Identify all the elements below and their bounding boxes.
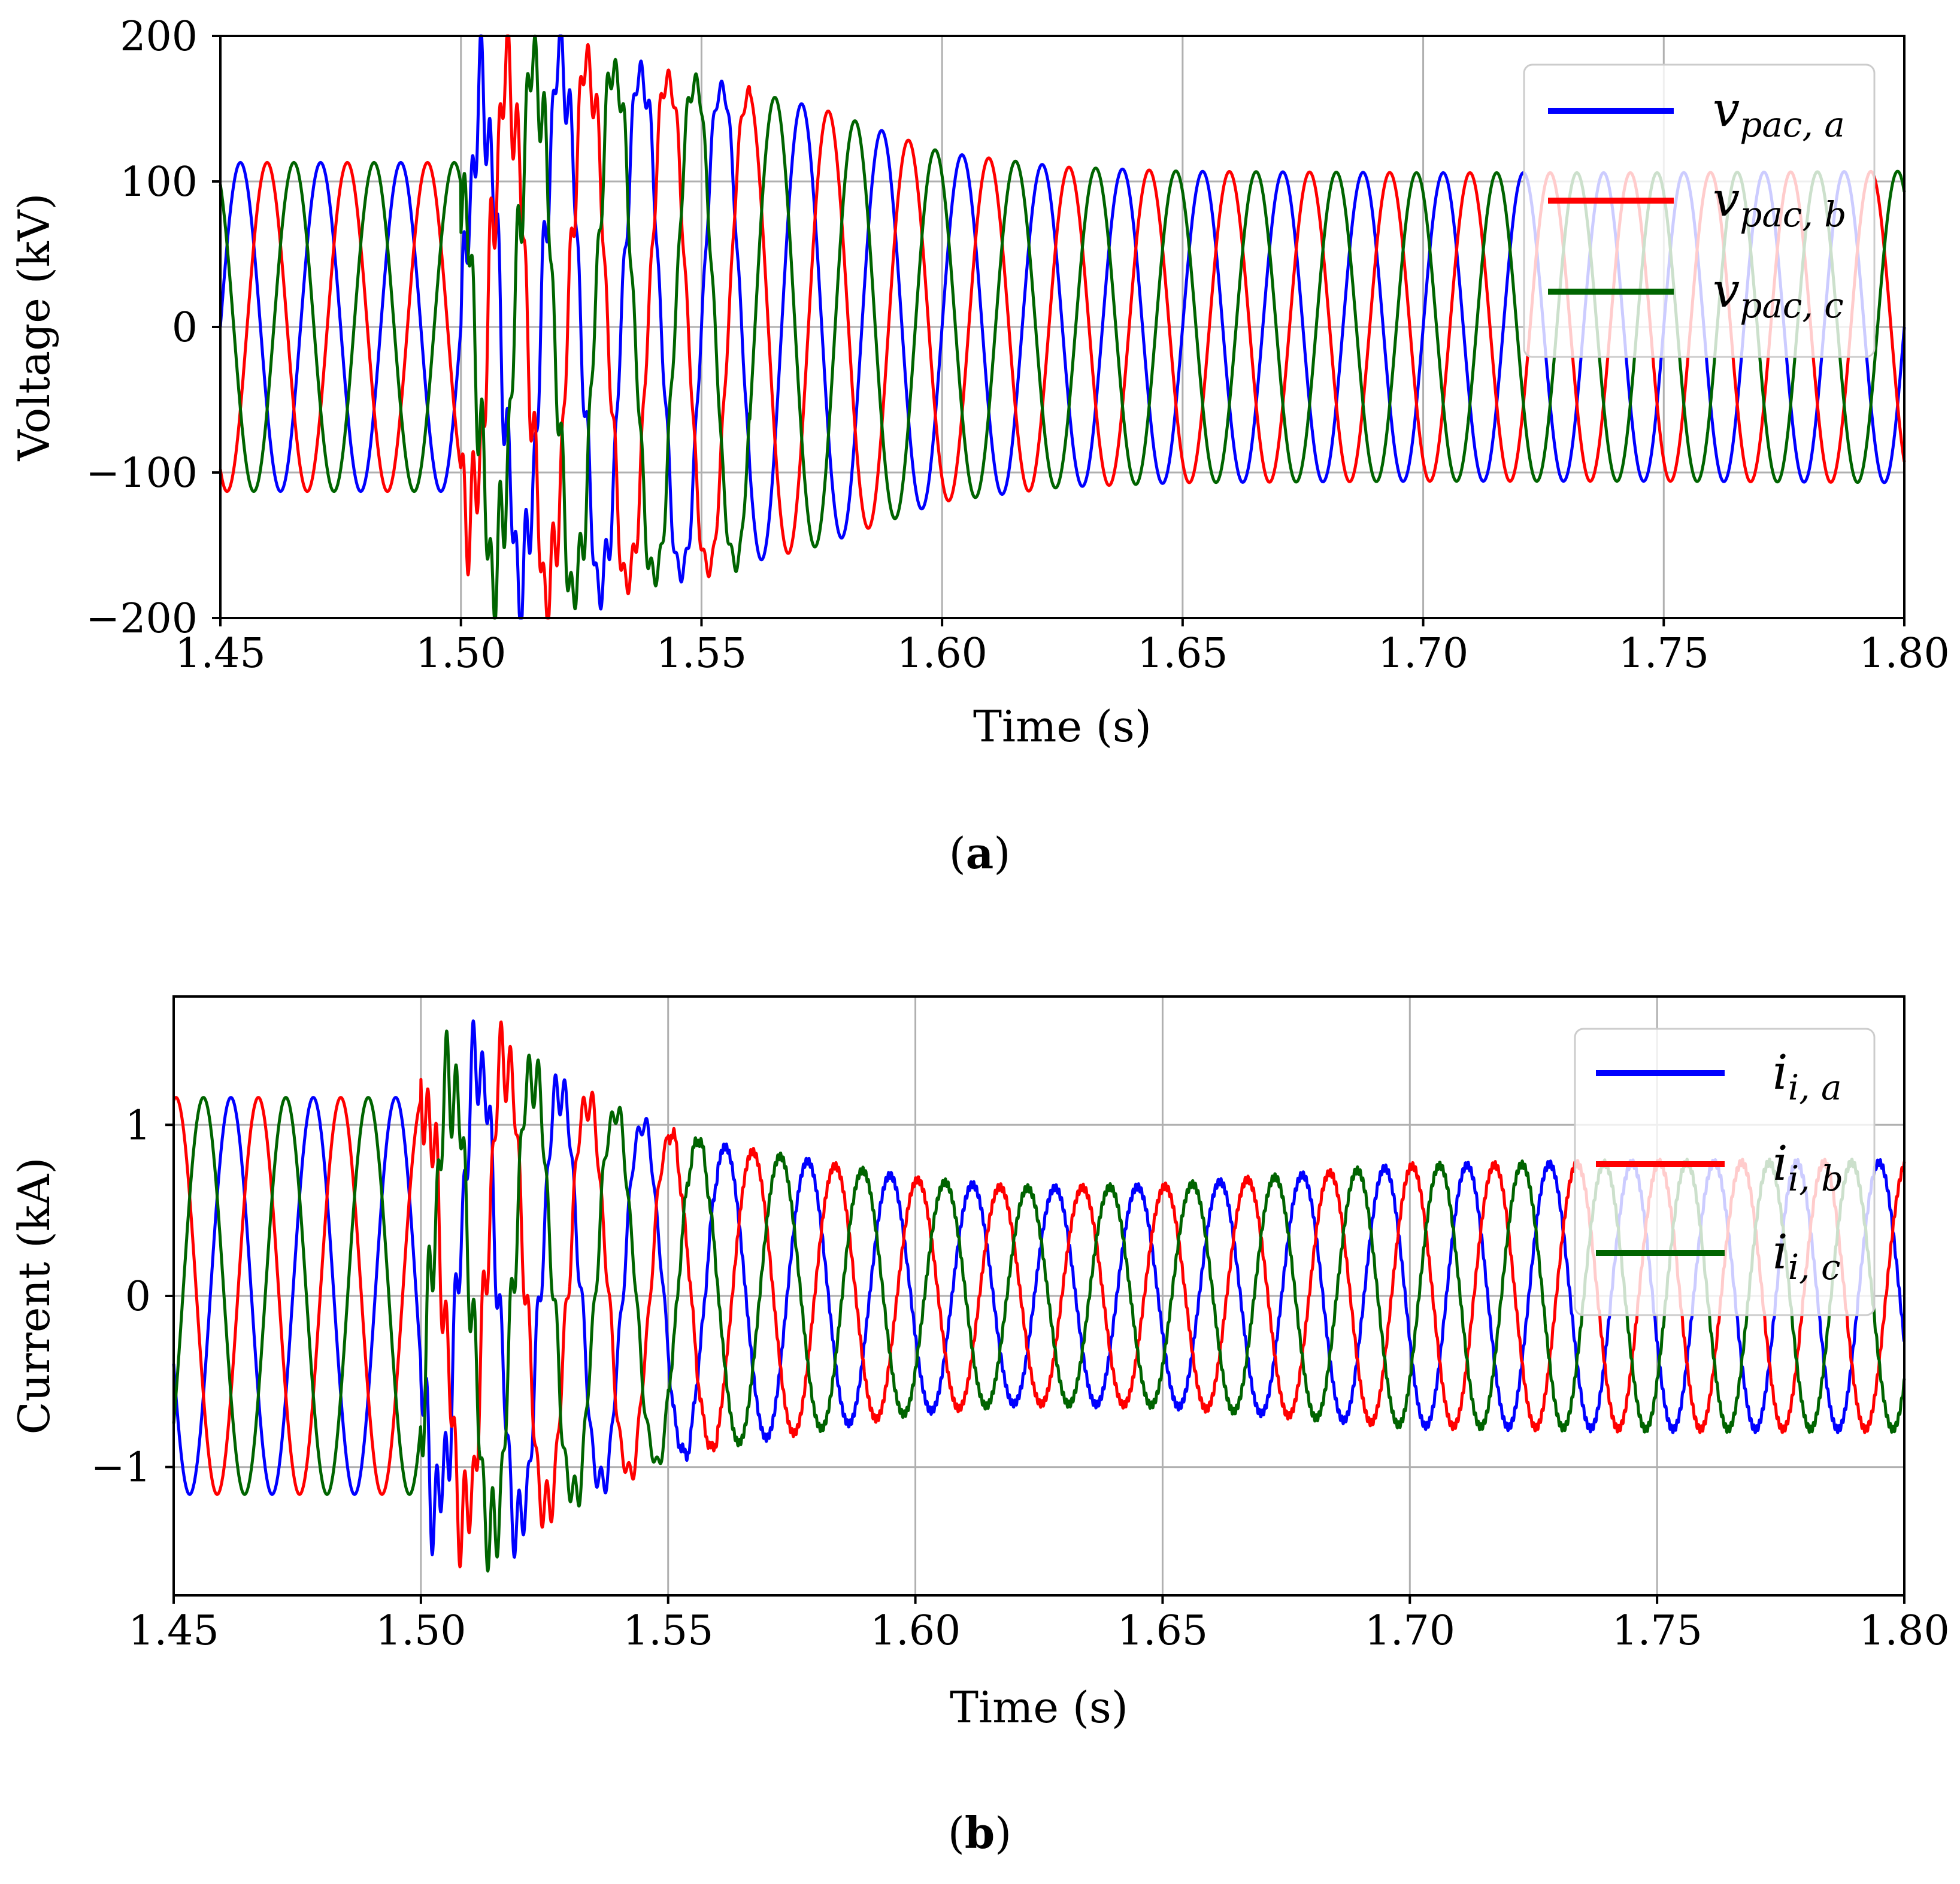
panel-a-x-ticks: 1.45 1.50 1.55 1.60 1.65 1.70 1.75 1.80 xyxy=(175,618,1950,677)
panel-a-x-tick-label: 1.70 xyxy=(1378,630,1468,677)
panel-b-y-ticks: −1 0 1 xyxy=(91,1102,174,1492)
panel-a-series-line-pacc xyxy=(219,34,1906,620)
panel-a-legend: vpac, a vpac, b vpac, c xyxy=(1523,63,1876,358)
panel-a-y-tick-label: 100 xyxy=(120,159,198,206)
panel-b-x-tick-label: 1.55 xyxy=(623,1607,713,1655)
panel-b-legend-box xyxy=(1574,1028,1876,1316)
panel-b-legend-label-a: ii, a xyxy=(1773,1044,1842,1108)
panel-b-x-axis-title: Time (s) xyxy=(950,1682,1128,1732)
panel-a-x-tick-label: 1.45 xyxy=(175,630,265,677)
panel-b-x-tick-label: 1.80 xyxy=(1859,1607,1949,1655)
panel-a-y-tick-label: 200 xyxy=(120,13,198,60)
panel-b-y-axis-title: Current (kA) xyxy=(9,1158,59,1435)
panel-b-legend-label-b: ii, b xyxy=(1773,1135,1843,1199)
panel-a-x-tick-label: 1.75 xyxy=(1619,630,1709,677)
panel-b-x-tick-label: 1.65 xyxy=(1117,1607,1208,1655)
panel-a-legend-label-a: vpac, a xyxy=(1713,81,1845,145)
panel-a-x-tick-label: 1.65 xyxy=(1137,630,1228,677)
panel-a-x-tick-label: 1.55 xyxy=(656,630,747,677)
panel-b-legend-label-c: ii, c xyxy=(1773,1224,1841,1288)
panel-a-y-tick-label: 0 xyxy=(172,304,198,352)
panel-a-y-ticks: −200 −100 0 100 200 xyxy=(86,13,220,643)
panel-b-legend: ii, a ii, b ii, c xyxy=(1574,1028,1876,1316)
panel-a-legend-box xyxy=(1523,63,1876,358)
panel-a-voltage-chart: 1.45 1.50 1.55 1.60 1.65 1.70 1.75 1.80 −200 −10… xyxy=(9,13,1950,879)
panel-a-y-axis-title: Voltage (kV) xyxy=(9,193,59,461)
panel-b-x-tick-label: 1.75 xyxy=(1611,1607,1702,1655)
panel-b-y-tick-label: 1 xyxy=(125,1102,151,1149)
panel-b-x-tick-label: 1.70 xyxy=(1365,1607,1455,1655)
panel-a-x-tick-label: 1.50 xyxy=(416,630,506,677)
panel-b-series-line-ib xyxy=(172,1020,1906,1568)
panel-a-x-tick-label: 1.60 xyxy=(896,630,987,677)
panel-a-legend-label-b: vpac, b xyxy=(1713,171,1846,235)
panel-b-x-tick-label: 1.50 xyxy=(375,1607,466,1655)
panel-a-y-tick-label: −200 xyxy=(86,595,198,643)
panel-b-x-ticks: 1.45 1.50 1.55 1.60 1.65 1.70 1.75 1.80 xyxy=(128,1595,1950,1655)
panel-b-y-tick-label: −1 xyxy=(91,1444,151,1492)
panel-a-y-tick-label: −100 xyxy=(86,450,198,497)
panel-a-legend-label-c: vpac, c xyxy=(1713,262,1844,326)
panel-b-current-chart: 1.45 1.50 1.55 1.60 1.65 1.70 1.75 1.80 −1 0 1 Ti… xyxy=(9,995,1950,1858)
panel-a-x-tick-label: 1.80 xyxy=(1859,630,1949,677)
panel-a-caption: (a) xyxy=(949,828,1011,879)
panel-a-x-axis-title: Time (s) xyxy=(973,701,1152,752)
panel-b-caption: (b) xyxy=(948,1807,1012,1858)
panel-b-y-tick-label: 0 xyxy=(125,1273,151,1320)
panel-b-x-tick-label: 1.45 xyxy=(128,1607,219,1655)
panel-b-x-tick-label: 1.60 xyxy=(870,1607,961,1655)
